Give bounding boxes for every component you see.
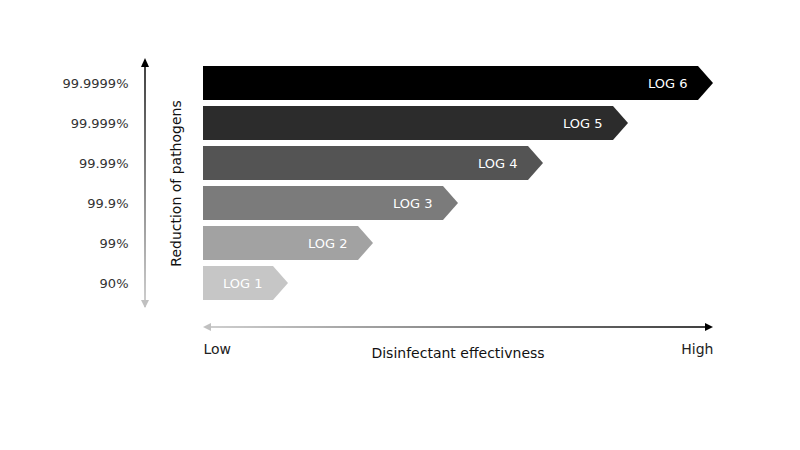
svg-text:90%: 90% (100, 276, 129, 291)
svg-text:LOG 3: LOG 3 (393, 196, 433, 211)
svg-text:99.9%: 99.9% (87, 196, 128, 211)
svg-text:Disinfectant effectivness: Disinfectant effectivness (371, 345, 544, 361)
svg-text:LOG 6: LOG 6 (648, 76, 688, 91)
svg-text:99.99%: 99.99% (79, 156, 129, 171)
svg-text:LOG 2: LOG 2 (308, 236, 348, 251)
svg-text:LOG 4: LOG 4 (478, 156, 518, 171)
svg-text:99%: 99% (100, 236, 129, 251)
svg-text:99.9999%: 99.9999% (62, 76, 128, 91)
svg-text:Low: Low (204, 341, 232, 357)
svg-text:Reduction of pathogens: Reduction of pathogens (168, 100, 184, 266)
svg-text:High: High (681, 341, 713, 357)
svg-text:99.999%: 99.999% (71, 116, 129, 131)
svg-text:LOG 1: LOG 1 (223, 276, 263, 291)
svg-text:LOG 5: LOG 5 (563, 116, 603, 131)
